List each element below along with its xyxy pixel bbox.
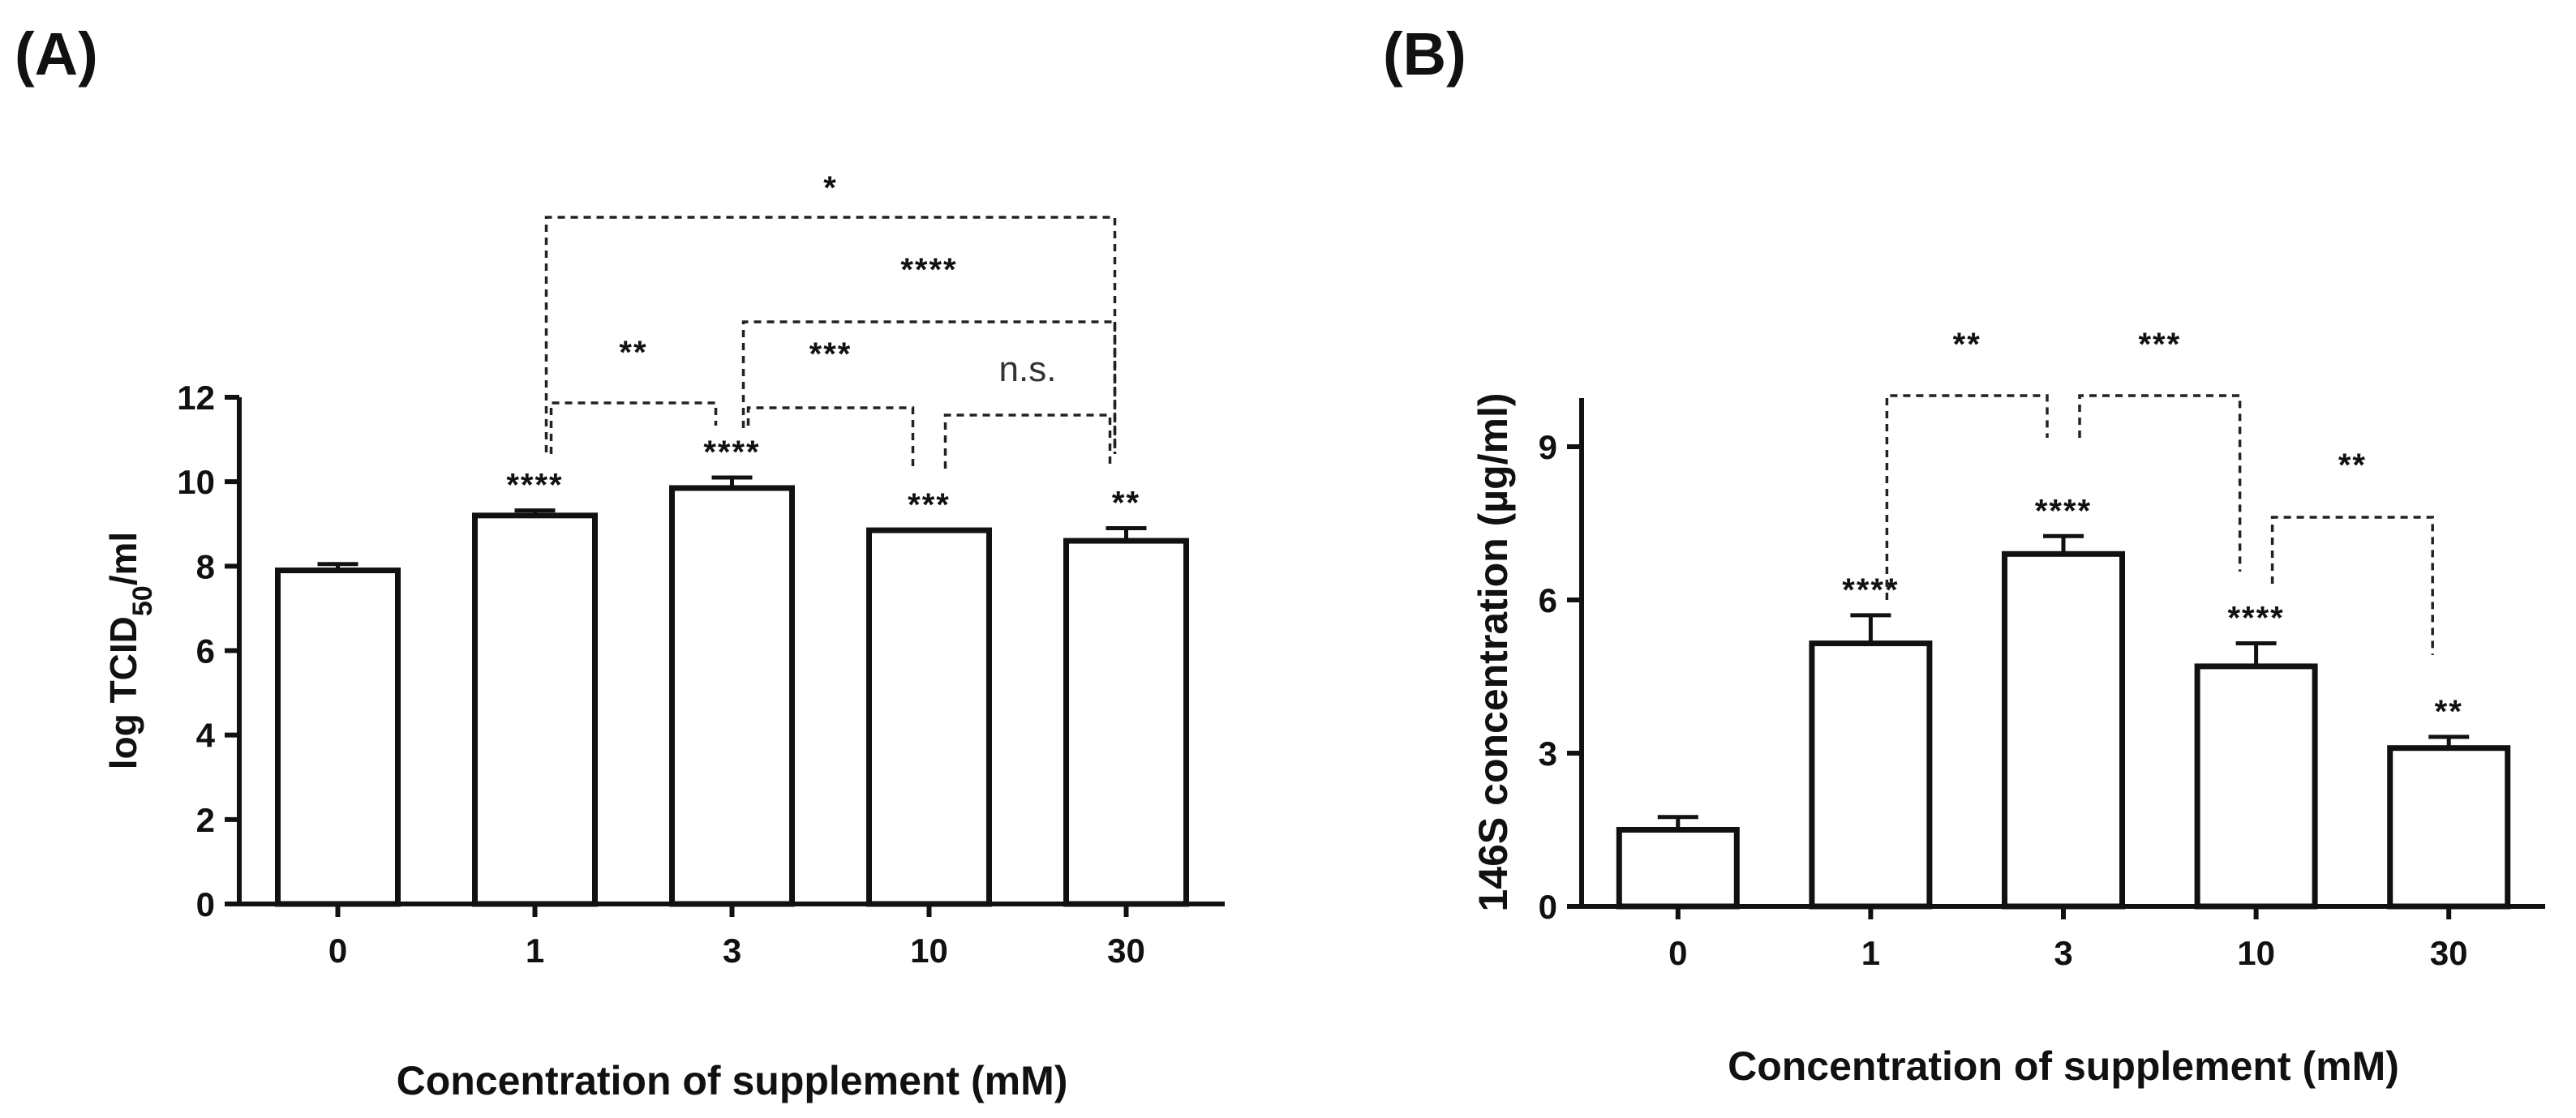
bar-b-10 [2194,663,2318,910]
y-tick-label-a-2: 2 [196,801,215,839]
bar-significance-b-1: **** [1842,572,1899,608]
bar-a-30 [1063,538,1189,907]
comparison-bracket-a-10-30 [943,413,1112,469]
comparison-bracket-b-10-30 [2270,516,2434,655]
x-tick-label-a-3: 3 [723,932,741,970]
x-tick-label-b-3: 3 [2054,934,2072,972]
bar-significance-a-1: **** [506,468,563,503]
bar-significance-a-30: ** [1112,485,1140,520]
bar-b-3 [2002,550,2125,910]
comparison-label-a-1-30: * [823,170,838,206]
y-tick-label-a-12: 12 [177,379,215,417]
bar-b-1 [1809,640,1933,910]
bar-significance-b-10: **** [2227,601,2284,636]
bar-significance-a-3: **** [703,435,760,470]
bar-a-3 [669,485,795,907]
comparison-label-a-1-3: ** [619,335,647,371]
comparison-label-b-1-3: ** [1953,327,1981,362]
x-axis-label-b: Concentration of supplement (mM) [1728,1043,2399,1089]
comparison-bracket-a-1-30 [544,216,1117,454]
bar-a-0 [275,568,401,907]
comparison-bracket-a-1-3 [549,401,718,454]
y-tick-label-b-9: 9 [1539,428,1557,466]
x-tick-label-b-10: 10 [2237,934,2275,972]
comparison-bracket-a-3-30 [741,320,1117,454]
panel-a-chart: (A)0****1****3***10**30024681012Concentr… [15,20,1225,1103]
x-axis-label-a: Concentration of supplement (mM) [397,1058,1068,1103]
bar-significance-a-10: *** [908,487,951,523]
comparison-label-a-3-30: **** [900,252,957,288]
x-tick-label-a-30: 30 [1107,932,1145,970]
comparison-bracket-b-3-10 [2078,394,2242,572]
comparison-label-b-3-10: *** [2138,327,2181,362]
y-axis-label-b: 146S concentration (µg/ml) [1470,392,1516,911]
y-tick-label-a-8: 8 [196,547,215,585]
comparison-bracket-a-3-10 [746,406,915,469]
bar-b-30 [2387,745,2511,910]
x-tick-label-a-1: 1 [526,932,544,970]
y-tick-label-b-0: 0 [1539,888,1557,926]
x-tick-label-b-0: 0 [1668,934,1687,972]
comparison-label-a-10-30: n.s. [999,349,1057,389]
y-tick-label-a-6: 6 [196,632,215,670]
bar-significance-b-30: ** [2435,694,2463,730]
x-tick-label-b-1: 1 [1861,934,1880,972]
y-axis-label-a: log TCID50/ml [102,532,158,769]
bar-b-0 [1616,827,1740,910]
x-tick-label-a-0: 0 [328,932,347,970]
y-tick-label-b-6: 6 [1539,581,1557,619]
x-tick-label-a-10: 10 [910,932,948,970]
y-tick-label-b-3: 3 [1539,735,1557,773]
comparison-label-a-3-10: *** [809,336,852,372]
bar-a-1 [472,512,598,907]
panel-a-letter: (A) [15,20,98,88]
panel-b-letter: (B) [1383,20,1466,88]
y-tick-label-a-10: 10 [177,463,215,501]
panel-b-chart: (B)0****1****3****10**300369Concentratio… [1383,20,2545,1089]
x-tick-label-b-30: 30 [2430,934,2468,972]
bar-a-10 [866,527,992,907]
y-tick-label-a-4: 4 [196,717,216,755]
bar-significance-b-3: **** [2035,493,2092,529]
comparison-label-b-10-30: ** [2338,448,2367,483]
y-tick-label-a-0: 0 [196,885,215,923]
